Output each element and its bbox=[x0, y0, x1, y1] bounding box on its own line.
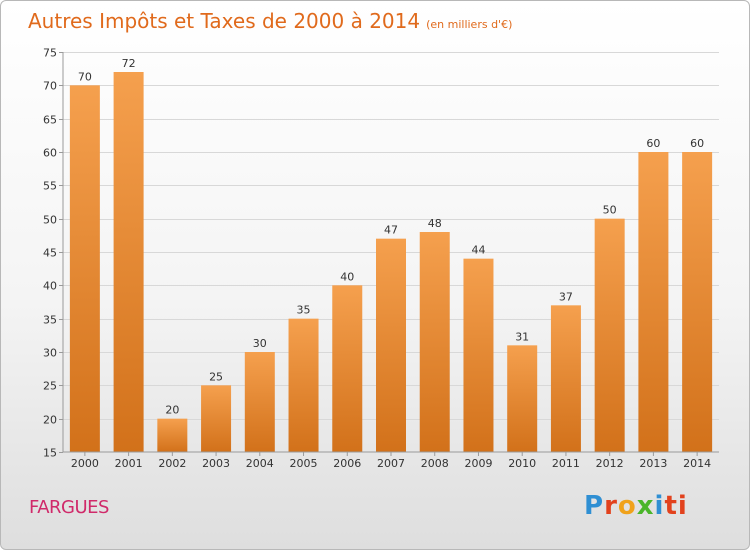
x-tick-label: 2006 bbox=[333, 457, 361, 470]
x-tick-label: 2000 bbox=[71, 457, 99, 470]
bar bbox=[682, 152, 713, 452]
data-label: 48 bbox=[428, 217, 442, 230]
x-tick-label: 2010 bbox=[508, 457, 536, 470]
chart-subtitle: (en milliers d'€) bbox=[426, 18, 513, 31]
y-tick-label: 60 bbox=[43, 147, 57, 160]
y-axis: 15 20 25 30 35 40 45 50 55 60 65 70 75 bbox=[43, 47, 64, 460]
y-tick-label: 15 bbox=[43, 447, 57, 460]
x-tick-label: 2014 bbox=[683, 457, 711, 470]
bar bbox=[113, 72, 144, 452]
bar bbox=[463, 258, 494, 452]
data-label: 25 bbox=[209, 370, 223, 383]
y-tick-label: 25 bbox=[43, 380, 57, 393]
bars bbox=[69, 72, 713, 452]
bar bbox=[69, 85, 100, 452]
chart-title-text: Autres Impôts et Taxes de 2000 à 2014 bbox=[28, 9, 421, 33]
x-tick-label: 2003 bbox=[202, 457, 230, 470]
data-label: 50 bbox=[603, 204, 617, 217]
bar bbox=[419, 232, 450, 452]
x-tick-label: 2001 bbox=[115, 457, 143, 470]
bar bbox=[507, 345, 538, 452]
logo-letter: o bbox=[617, 491, 637, 521]
y-tick-label: 40 bbox=[43, 280, 57, 293]
y-tick-label: 30 bbox=[43, 347, 57, 360]
logo-letter: i bbox=[654, 491, 665, 521]
bar bbox=[201, 385, 232, 452]
bar bbox=[638, 152, 669, 452]
x-tick-label: 2004 bbox=[246, 457, 274, 470]
data-label: 72 bbox=[122, 57, 136, 70]
bar bbox=[376, 238, 406, 452]
bar bbox=[157, 418, 188, 452]
data-label: 30 bbox=[253, 337, 267, 350]
logo-letter: P bbox=[584, 491, 605, 521]
y-tick-label: 65 bbox=[43, 114, 57, 127]
logo-letter: r bbox=[604, 491, 618, 521]
y-tick-label: 75 bbox=[43, 47, 57, 60]
y-tick-label: 55 bbox=[43, 180, 57, 193]
data-label: 44 bbox=[471, 244, 485, 257]
x-tick-label: 2009 bbox=[464, 457, 492, 470]
data-label: 70 bbox=[78, 70, 92, 83]
logo-letter: ti bbox=[664, 491, 688, 521]
data-label: 31 bbox=[515, 330, 529, 343]
y-tick-label: 35 bbox=[43, 314, 57, 327]
y-tick-label: 70 bbox=[43, 80, 57, 93]
bar bbox=[244, 352, 275, 452]
x-tick-label: 2012 bbox=[596, 457, 624, 470]
proxiti-logo: Proxiti bbox=[584, 491, 688, 521]
x-tick-label: 2011 bbox=[552, 457, 580, 470]
location-name: FARGUES bbox=[29, 497, 109, 518]
chart-title: Autres Impôts et Taxes de 2000 à 2014 (en… bbox=[28, 9, 512, 33]
data-label: 47 bbox=[384, 224, 398, 237]
data-label: 40 bbox=[340, 270, 354, 283]
data-label: 20 bbox=[165, 404, 179, 417]
data-labels: 70 72 20 25 30 35 40 47 48 44 31 37 50 60 60 bbox=[78, 57, 704, 417]
x-tick-label: 2005 bbox=[290, 457, 318, 470]
data-label: 60 bbox=[646, 137, 660, 150]
x-tick-label: 2008 bbox=[421, 457, 449, 470]
data-label: 60 bbox=[690, 137, 704, 150]
logo-letter: x bbox=[636, 491, 655, 521]
data-label: 37 bbox=[559, 290, 573, 303]
x-tick-label: 2013 bbox=[639, 457, 667, 470]
x-tick-label: 2002 bbox=[158, 457, 186, 470]
bar bbox=[550, 305, 581, 452]
y-tick-label: 50 bbox=[43, 214, 57, 227]
y-tick-label: 20 bbox=[43, 414, 57, 427]
x-axis: 2000 2001 2002 2003 2004 2005 2006 2007 2008 2009… bbox=[63, 451, 719, 470]
x-tick-label: 2007 bbox=[377, 457, 405, 470]
y-tick-label: 45 bbox=[43, 247, 57, 260]
data-label: 35 bbox=[297, 304, 311, 317]
bar bbox=[594, 218, 625, 452]
bar bbox=[288, 318, 319, 452]
bar bbox=[332, 285, 363, 452]
